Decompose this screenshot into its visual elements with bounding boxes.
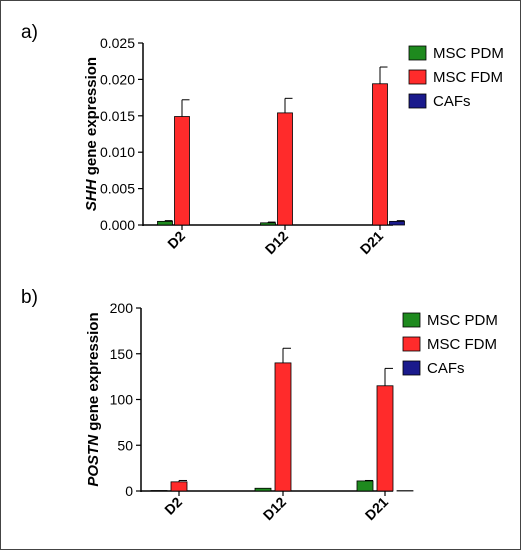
y-tick-label: 0.005 — [100, 181, 135, 197]
bar — [175, 117, 190, 225]
legend-swatch — [409, 46, 426, 60]
y-axis-title: POSTN gene expression — [85, 312, 102, 486]
legend-swatch — [409, 70, 426, 84]
legend-swatch — [403, 337, 420, 351]
bar — [261, 223, 276, 225]
legend-label: MSC FDM — [427, 336, 497, 353]
y-axis-title-text: gene expression — [83, 57, 100, 180]
y-tick-label: 150 — [110, 346, 134, 362]
x-category-label: D2 — [164, 228, 188, 252]
bar — [357, 481, 373, 491]
legend-swatch — [409, 94, 426, 108]
legend-label: MSC PDM — [433, 45, 504, 62]
bar — [278, 113, 293, 225]
y-axis-title-gene: SHH — [83, 178, 100, 211]
legend-label: MSC PDM — [427, 312, 498, 329]
y-tick-label: 0.025 — [100, 35, 135, 51]
bar — [377, 386, 393, 491]
y-tick-label: 100 — [110, 392, 134, 408]
y-axis-title-text: gene expression — [85, 312, 102, 435]
x-category-label: D12 — [262, 228, 292, 258]
legend-swatch — [403, 361, 420, 375]
x-category-label: D21 — [357, 228, 387, 258]
x-category-label: D2 — [161, 494, 185, 518]
y-tick-label: 0.015 — [100, 108, 135, 124]
y-tick-label: 50 — [117, 437, 133, 453]
y-tick-label: 0.010 — [100, 144, 135, 160]
legend-label: CAFs — [427, 360, 465, 377]
y-axis-title-gene: POSTN — [85, 434, 102, 487]
x-category-label: D21 — [362, 494, 392, 524]
bar — [255, 488, 271, 491]
panel-label: b) — [21, 287, 38, 308]
x-category-label: D12 — [260, 494, 290, 524]
y-axis-title: SHH gene expression — [83, 57, 100, 211]
y-tick-label: 0.000 — [100, 217, 135, 233]
bar — [275, 363, 291, 491]
bar — [390, 221, 405, 225]
bar — [373, 84, 388, 225]
y-tick-label: 0 — [125, 483, 133, 499]
legend-label: MSC FDM — [433, 69, 503, 86]
bar — [158, 221, 173, 225]
bar — [171, 482, 187, 491]
legend-swatch — [403, 313, 420, 327]
y-tick-label: 200 — [110, 300, 134, 316]
y-tick-label: 0.020 — [100, 71, 135, 87]
panel-label: a) — [21, 22, 38, 43]
chart-panel-b: b) 0 50 100 150 200 POSTN gene expression D2 D12… — [21, 287, 498, 523]
legend-label: CAFs — [433, 93, 471, 110]
